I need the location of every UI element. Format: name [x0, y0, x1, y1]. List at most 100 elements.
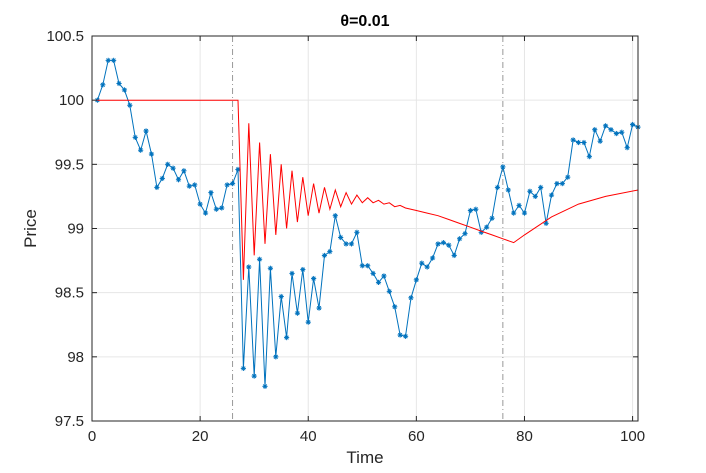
marker-stroke: [527, 189, 533, 194]
data-point: [365, 263, 371, 269]
marker-stroke: [187, 183, 192, 189]
marker-stroke: [543, 221, 549, 226]
data-point: [316, 305, 322, 311]
data-point: [348, 241, 355, 247]
marker-stroke: [554, 181, 560, 186]
data-point: [435, 241, 441, 247]
data-point: [532, 193, 538, 200]
marker-stroke: [468, 208, 473, 213]
y-tick-label: 98: [67, 349, 84, 366]
marker-stroke: [106, 58, 111, 63]
chart-title: θ=0.01: [340, 13, 389, 30]
marker-stroke: [462, 231, 468, 236]
marker-stroke: [430, 255, 435, 261]
marker-stroke: [365, 263, 370, 268]
data-point: [575, 139, 582, 146]
data-point: [402, 333, 409, 339]
marker-stroke: [279, 294, 284, 299]
data-point: [159, 175, 165, 182]
marker-stroke: [257, 257, 262, 262]
marker-stroke: [538, 185, 543, 190]
marker-stroke: [500, 164, 506, 170]
marker-stroke: [473, 207, 478, 212]
marker-stroke: [160, 176, 165, 181]
data-point: [354, 229, 360, 235]
x-tick-label: 100: [620, 428, 645, 445]
marker-stroke: [116, 81, 122, 86]
data-point: [613, 130, 619, 137]
data-point: [175, 177, 182, 183]
marker-stroke: [176, 177, 181, 182]
data-point: [165, 161, 171, 167]
data-point: [473, 206, 479, 212]
marker-stroke: [343, 241, 349, 247]
marker-stroke: [370, 271, 376, 276]
data-point: [386, 288, 392, 294]
marker-stroke: [516, 203, 522, 208]
data-point: [240, 365, 246, 371]
marker-stroke: [619, 130, 624, 135]
marker-stroke: [273, 354, 278, 360]
data-point: [548, 192, 555, 198]
data-point: [570, 137, 576, 143]
marker-stroke: [441, 240, 446, 245]
y-axis-label: Price: [21, 209, 40, 248]
grid: [91, 35, 638, 422]
data-point: [116, 80, 122, 87]
marker-stroke: [424, 264, 430, 270]
marker-stroke: [630, 122, 635, 127]
data-point: [213, 206, 219, 212]
data-point: [521, 210, 528, 216]
data-point: [197, 201, 203, 207]
data-point: [500, 164, 506, 170]
marker-stroke: [592, 127, 597, 132]
data-point: [467, 207, 474, 214]
marker-stroke: [576, 140, 581, 145]
marker-stroke: [625, 145, 630, 150]
data-point: [370, 270, 376, 277]
marker-stroke: [506, 187, 511, 193]
data-point: [192, 182, 198, 188]
data-point: [543, 220, 549, 226]
data-point: [289, 270, 295, 277]
data-point: [311, 275, 317, 282]
data-point: [359, 263, 365, 269]
marker-stroke: [403, 334, 408, 339]
marker-stroke: [322, 253, 327, 258]
marker-stroke: [549, 192, 554, 198]
data-point: [489, 215, 495, 221]
marker-stroke: [333, 213, 338, 218]
data-point: [451, 252, 457, 259]
marker-stroke: [570, 137, 576, 143]
marker-stroke: [327, 249, 333, 254]
ticks: 0 20 40 60 80 100 97.5 98 98.5 99 99.5 100 100.5: [46, 28, 645, 445]
data-point: [494, 184, 501, 191]
marker-stroke: [511, 210, 516, 216]
data-point: [186, 183, 192, 189]
data-point: [121, 87, 128, 93]
marker-stroke: [197, 201, 203, 207]
marker-stroke: [165, 162, 170, 167]
marker-stroke: [381, 273, 387, 279]
marker-stroke: [414, 277, 419, 283]
data-point: [300, 266, 306, 273]
marker-stroke: [246, 264, 251, 270]
marker-stroke: [484, 225, 489, 230]
data-point: [321, 252, 328, 259]
data-point: [305, 319, 311, 325]
data-point: [381, 273, 387, 279]
marker-stroke: [138, 148, 143, 153]
data-point: [608, 127, 614, 133]
data-point: [392, 304, 398, 310]
marker-stroke: [587, 154, 592, 159]
marker-stroke: [419, 260, 424, 266]
y-tick-label: 99.5: [55, 156, 84, 173]
data-point: [619, 129, 625, 135]
marker-stroke: [360, 263, 365, 268]
data-point: [592, 127, 598, 133]
data-point: [246, 264, 252, 270]
marker-stroke: [219, 205, 224, 211]
marker-stroke: [354, 230, 360, 235]
data-point: [262, 383, 268, 389]
